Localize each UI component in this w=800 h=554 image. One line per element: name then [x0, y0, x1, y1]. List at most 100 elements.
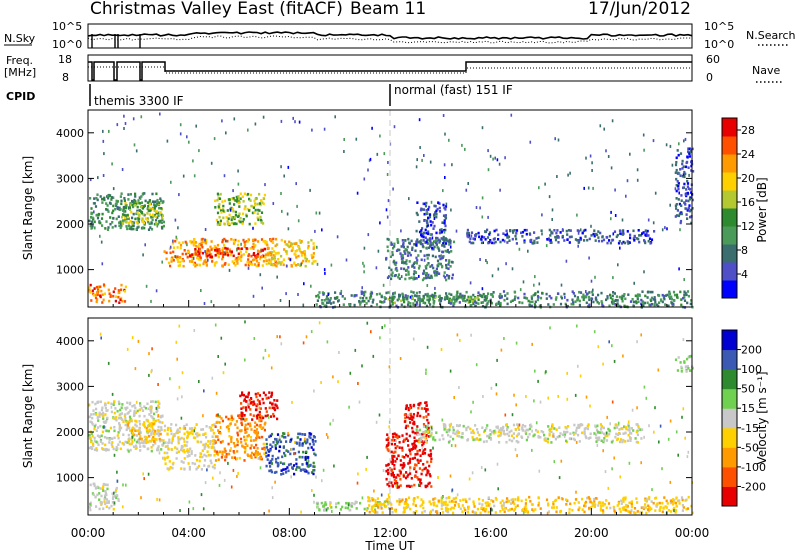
- velocity-cell: [137, 429, 140, 432]
- power-cell: [515, 242, 518, 245]
- velocity-cell: [351, 502, 354, 505]
- velocity-cell: [454, 432, 457, 436]
- velocity-cell: [227, 417, 230, 421]
- velocity-cell: [388, 500, 391, 504]
- power-cell: [664, 303, 667, 306]
- velocity-cell: [116, 409, 119, 413]
- power-cell: [679, 174, 682, 177]
- power-scatter-cell: [576, 213, 578, 217]
- velocity-cell: [443, 501, 446, 504]
- power-scatter-cell: [421, 158, 423, 162]
- velocity-cell: [138, 437, 141, 441]
- velocity-cell: [287, 469, 290, 473]
- velocity-cell: [304, 458, 307, 461]
- velocity-scatter-cell: [217, 413, 219, 417]
- nsky-label: N.Sky: [4, 32, 36, 45]
- power-cell: [458, 296, 461, 299]
- velocity-cell: [307, 471, 310, 475]
- power-cell: [221, 200, 224, 203]
- power-cell: [429, 239, 432, 242]
- power-cell: [375, 293, 379, 296]
- velocity-cell: [430, 460, 433, 463]
- power-cell: [238, 198, 241, 201]
- velocity-cell: [233, 456, 236, 459]
- power-cell: [597, 293, 600, 297]
- velocity-cell: [104, 413, 107, 416]
- velocity-cell: [479, 511, 482, 515]
- velocity-cell: [458, 431, 461, 434]
- power-cell: [464, 299, 467, 303]
- power-cell: [237, 252, 240, 256]
- velocity-cell: [306, 440, 309, 444]
- velocity-cell: [583, 432, 586, 436]
- velocity-cell: [301, 433, 304, 436]
- velocity-cell: [413, 422, 416, 426]
- power-cell: [237, 201, 240, 205]
- velocity-cell: [175, 457, 178, 460]
- velocity-cell: [196, 432, 199, 435]
- power-scatter-cell: [186, 135, 188, 139]
- power-cell: [141, 207, 145, 210]
- velocity-scatter-cell: [311, 489, 313, 492]
- velocity-cell: [296, 465, 299, 469]
- power-cell: [157, 222, 160, 226]
- power-cell: [227, 263, 230, 266]
- velocity-cell: [449, 507, 452, 511]
- power-scatter-cell: [179, 123, 182, 127]
- power-cell: [286, 243, 289, 246]
- velocity-cell: [247, 422, 250, 426]
- velocity-cell: [409, 403, 412, 407]
- power-cell: [436, 236, 439, 240]
- velocity-cell: [253, 446, 256, 449]
- power-cell: [90, 207, 93, 210]
- power-cell: [533, 303, 536, 306]
- velocity-cell: [512, 436, 515, 440]
- velocity-cell: [395, 480, 398, 483]
- power-cell: [214, 246, 217, 250]
- power-cell: [250, 254, 253, 258]
- velocity-cell: [396, 499, 399, 503]
- power-cell: [529, 233, 532, 236]
- velocity-cell: [383, 500, 386, 504]
- velocity-cell: [391, 438, 394, 442]
- velocity-cell: [259, 407, 262, 410]
- power-cell: [222, 209, 225, 213]
- power-cell: [153, 213, 156, 217]
- velocity-cell: [396, 473, 399, 477]
- power-cell: [311, 262, 314, 265]
- power-cell: [686, 191, 689, 195]
- power-cell: [136, 226, 139, 229]
- velocity-scatter-cell: [515, 403, 517, 407]
- velocity-cell: [246, 395, 249, 399]
- power-cell: [246, 207, 249, 211]
- power-cell: [684, 165, 688, 169]
- power-scatter-cell: [541, 232, 543, 236]
- velocity-cell: [136, 409, 139, 413]
- velocity-cell: [577, 423, 580, 427]
- power-cell: [422, 269, 426, 273]
- velocity-cell: [253, 430, 256, 434]
- power-scatter-cell: [409, 295, 412, 299]
- power-cell: [619, 232, 622, 235]
- velocity-cell: [228, 423, 231, 427]
- velocity-cell: [629, 439, 632, 442]
- velocity-cell: [674, 358, 678, 362]
- velocity-cell: [435, 431, 438, 434]
- velocity-cell: [263, 452, 266, 455]
- velocity-cell: [586, 496, 589, 500]
- power-cell: [644, 233, 647, 237]
- velocity-cell: [113, 429, 116, 433]
- y-tick-label: 3000: [56, 172, 84, 185]
- velocity-cell: [138, 440, 141, 443]
- velocity-cell: [419, 478, 422, 481]
- power-cell: [443, 221, 446, 225]
- velocity-cell: [230, 416, 233, 419]
- velocity-cell: [444, 503, 447, 506]
- power-scatter-cell: [594, 275, 596, 279]
- power-cell: [455, 295, 458, 299]
- velocity-cell: [279, 440, 283, 444]
- power-cell: [213, 264, 216, 267]
- velocity-cell: [139, 422, 142, 426]
- power-cell: [350, 294, 353, 297]
- power-cell: [233, 261, 236, 265]
